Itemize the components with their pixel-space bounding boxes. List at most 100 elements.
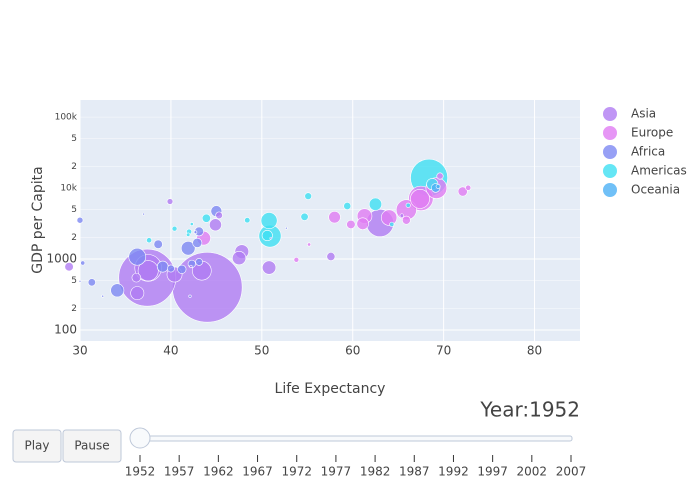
bubble (192, 237, 203, 248)
pause-button[interactable]: Pause (62, 429, 122, 463)
bubble (110, 283, 125, 298)
slider-step-label: 2002 (517, 465, 548, 479)
slider-track[interactable] (139, 435, 573, 442)
bubble (399, 213, 404, 218)
bubble (153, 239, 163, 249)
slider-step-label: 1977 (321, 465, 352, 479)
y-tick-label: 100 (54, 323, 77, 337)
bubble (64, 262, 74, 272)
bubble (328, 210, 341, 224)
y-tick-label: 1000 (46, 252, 77, 266)
slider-step-label: 1982 (360, 465, 391, 479)
bubble (232, 251, 247, 266)
slider-step-label: 1967 (242, 465, 273, 479)
bubble (171, 225, 178, 232)
y-tick-label: 2 (71, 304, 77, 314)
bubble (435, 183, 441, 189)
legend-marker (603, 145, 617, 159)
bubble (343, 202, 352, 210)
bubble (304, 192, 312, 200)
y-tick-label: 100k (55, 113, 78, 123)
bubble (307, 242, 312, 247)
slider-step-label: 1957 (164, 465, 195, 479)
x-tick-label: 60 (345, 344, 360, 358)
bubble (101, 294, 105, 298)
bubble (244, 217, 251, 224)
bubble (195, 258, 203, 266)
bubble (156, 260, 169, 273)
legend-marker (603, 183, 617, 197)
bubble (142, 212, 145, 216)
bubble (209, 218, 222, 232)
legend-label: Europe (631, 126, 673, 140)
legend-label: Oceania (631, 183, 680, 197)
legend-marker (603, 107, 617, 121)
slider-step-label: 1972 (281, 465, 312, 479)
bubble (146, 237, 153, 244)
bubble (356, 217, 369, 230)
bubble (193, 230, 198, 234)
bubble (465, 184, 472, 191)
bubble (188, 294, 192, 298)
bubble (285, 226, 288, 230)
slider-current-label: Year:1952 (479, 398, 580, 422)
legend-marker (603, 126, 617, 140)
bubble (346, 219, 356, 230)
y-tick-label: 5 (71, 134, 77, 144)
y-tick-label: 2 (71, 162, 77, 172)
y-tick-label: 5 (71, 276, 77, 286)
bubble (131, 272, 142, 283)
bubble (177, 264, 187, 274)
y-tick-label: 5 (71, 205, 77, 215)
legend-label: Asia (631, 107, 656, 121)
bubble (368, 197, 383, 211)
x-tick-label: 50 (254, 344, 269, 358)
bubble (401, 215, 411, 225)
legend-marker (603, 164, 617, 178)
bubble (269, 236, 273, 240)
bubble (130, 286, 145, 301)
y-tick-label: 2 (71, 233, 77, 243)
slider-handle[interactable] (129, 427, 151, 449)
legend-label: Africa (631, 145, 665, 159)
slider-step-label: 1997 (477, 465, 508, 479)
bubble (436, 172, 444, 180)
bubble (410, 189, 430, 209)
slider-step-label: 1987 (399, 465, 430, 479)
bubble (137, 260, 159, 282)
bubble (389, 221, 395, 227)
bubble (189, 264, 193, 269)
x-tick-label: 30 (72, 344, 87, 358)
slider-step-label: 1992 (438, 465, 469, 479)
bubble (128, 247, 147, 266)
bubble (326, 252, 336, 262)
x-tick-label: 40 (163, 344, 178, 358)
bubble (380, 209, 398, 226)
slider-step-label: 2007 (556, 465, 587, 479)
bubble (189, 222, 194, 226)
bubble (76, 216, 84, 224)
bubble (186, 232, 191, 237)
bubble (457, 186, 468, 197)
button-box (12, 429, 62, 463)
x-tick-label: 70 (436, 344, 451, 358)
bubble (167, 264, 175, 273)
legend-label: Americas (631, 164, 687, 178)
button-label: Play (24, 439, 49, 453)
button-box (62, 429, 122, 463)
bubble (201, 213, 211, 223)
slider-step-label: 1952 (125, 465, 156, 479)
bubble (262, 260, 277, 275)
bubble (180, 240, 196, 256)
button-label: Pause (74, 439, 109, 453)
x-axis-title: Life Expectancy (275, 381, 386, 397)
bubble (78, 280, 82, 283)
slider-step-label: 1962 (203, 465, 234, 479)
bubble (405, 202, 411, 208)
play-button[interactable]: Play (12, 429, 62, 463)
y-axis-title: GDP per Capita (30, 166, 46, 273)
y-tick-label: 10k (60, 184, 77, 194)
x-tick-label: 80 (527, 344, 542, 358)
bubble (300, 212, 309, 221)
